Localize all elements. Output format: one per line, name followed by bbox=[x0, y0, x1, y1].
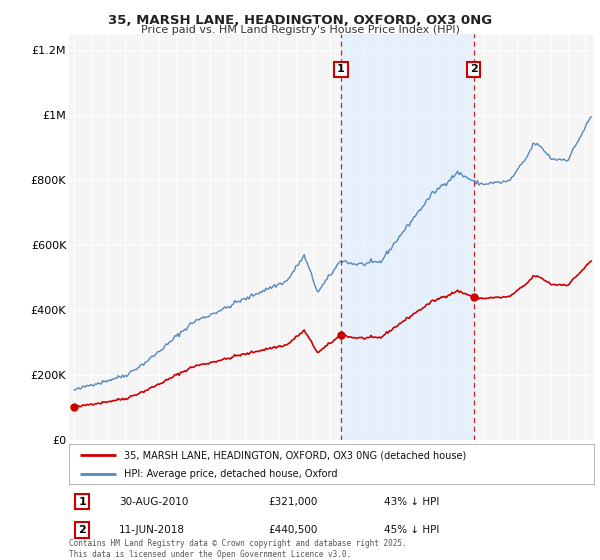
Text: Price paid vs. HM Land Registry's House Price Index (HPI): Price paid vs. HM Land Registry's House … bbox=[140, 25, 460, 35]
Text: 35, MARSH LANE, HEADINGTON, OXFORD, OX3 0NG: 35, MARSH LANE, HEADINGTON, OXFORD, OX3 … bbox=[108, 14, 492, 27]
Text: 1: 1 bbox=[78, 497, 86, 507]
Text: 30-AUG-2010: 30-AUG-2010 bbox=[119, 497, 188, 507]
Text: 45% ↓ HPI: 45% ↓ HPI bbox=[384, 525, 439, 535]
Text: 11-JUN-2018: 11-JUN-2018 bbox=[119, 525, 185, 535]
Text: 35, MARSH LANE, HEADINGTON, OXFORD, OX3 0NG (detached house): 35, MARSH LANE, HEADINGTON, OXFORD, OX3 … bbox=[124, 450, 466, 460]
Text: Contains HM Land Registry data © Crown copyright and database right 2025.
This d: Contains HM Land Registry data © Crown c… bbox=[69, 539, 407, 559]
Text: 2: 2 bbox=[78, 525, 86, 535]
Text: £440,500: £440,500 bbox=[269, 525, 318, 535]
Text: 2: 2 bbox=[470, 64, 478, 74]
Bar bbox=[341, 34, 473, 440]
Text: £321,000: £321,000 bbox=[269, 497, 318, 507]
Text: 1: 1 bbox=[337, 64, 345, 74]
Text: HPI: Average price, detached house, Oxford: HPI: Average price, detached house, Oxfo… bbox=[124, 469, 338, 479]
Text: 43% ↓ HPI: 43% ↓ HPI bbox=[384, 497, 439, 507]
